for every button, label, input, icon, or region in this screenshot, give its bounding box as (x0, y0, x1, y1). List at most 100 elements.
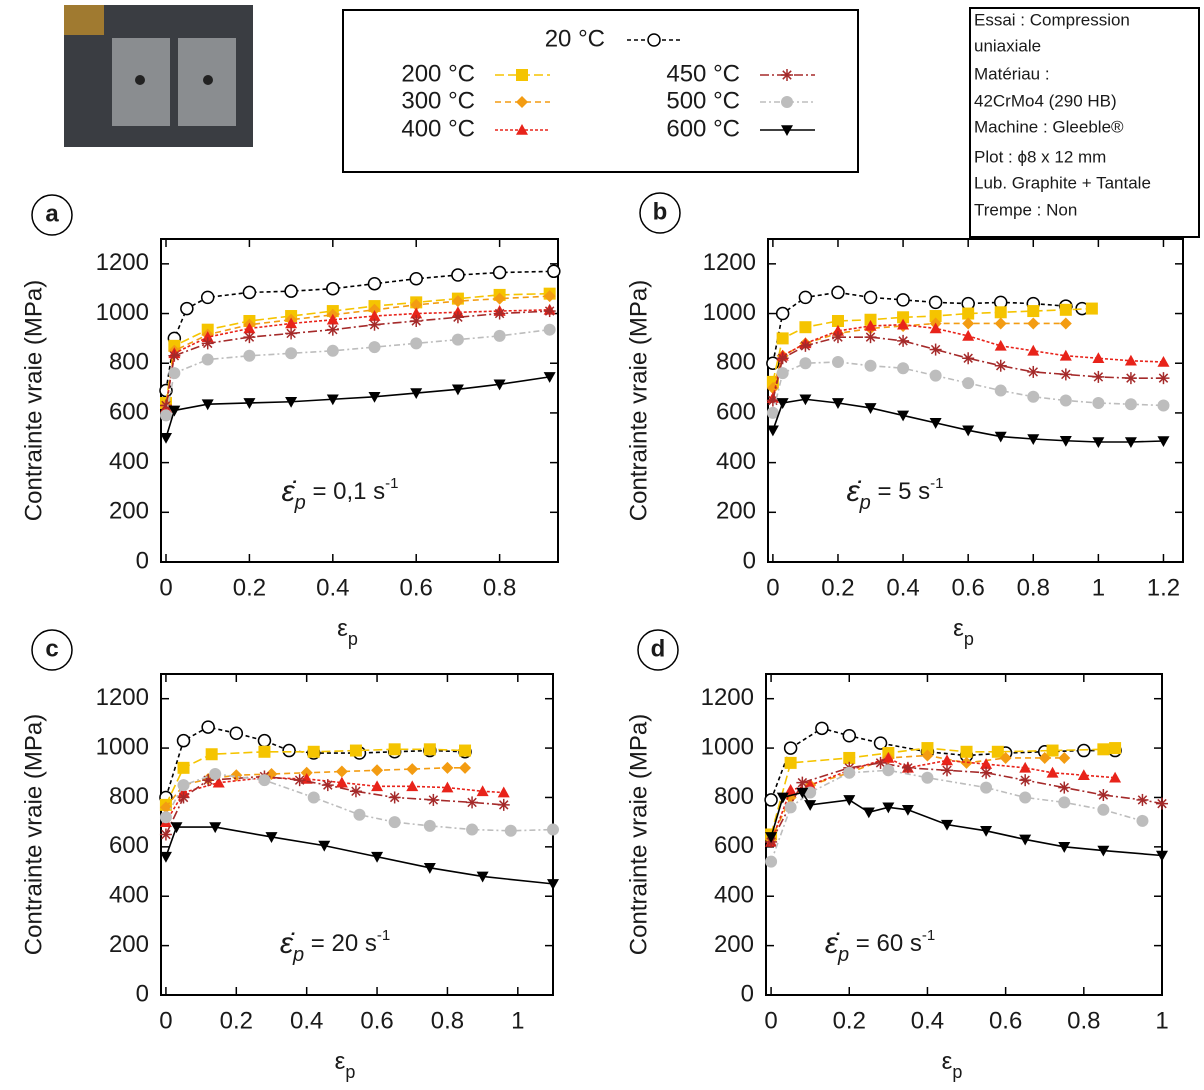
marker-shape (960, 756, 973, 769)
series-line (165, 776, 504, 823)
rate-subscript: p (294, 492, 306, 514)
marker-shape (406, 780, 419, 792)
rate-superscript: -1 (922, 927, 935, 944)
marker (1059, 394, 1072, 407)
x-tick-label: 0.2 (220, 1007, 253, 1034)
marker-shape (1028, 367, 1039, 377)
marker-shape (1038, 751, 1051, 764)
marker-shape (921, 742, 934, 755)
marker (882, 764, 895, 777)
marker-shape (326, 313, 339, 325)
marker-shape (428, 795, 439, 805)
marker-shape (1061, 369, 1071, 380)
marker (1136, 793, 1149, 806)
marker (929, 369, 942, 382)
marker-shape (1059, 435, 1072, 447)
marker (1038, 751, 1051, 764)
marker-shape (423, 819, 436, 832)
marker (160, 432, 173, 444)
marker (784, 784, 797, 795)
marker (285, 317, 298, 329)
marker-shape (244, 332, 255, 342)
marker-shape (842, 728, 857, 743)
marker (962, 377, 975, 390)
x-axis-label: εp (953, 615, 974, 648)
marker-shape (1157, 798, 1167, 809)
x-axis-label: εp (942, 1048, 963, 1081)
marker-shape (1092, 352, 1105, 364)
series-line (772, 336, 1164, 401)
marker-shape (1027, 344, 1040, 356)
marker-shape (882, 802, 895, 814)
marker (1157, 399, 1170, 412)
marker (960, 756, 973, 769)
rate-superscript: -1 (377, 927, 390, 944)
marker-shape (168, 405, 181, 417)
marker-shape (497, 786, 510, 798)
marker (326, 323, 339, 336)
marker (459, 744, 472, 757)
x-tick-label: 0.4 (911, 1007, 944, 1034)
marker-shape (1085, 302, 1098, 315)
marker (994, 384, 1007, 397)
y-tick-label: 1000 (703, 299, 756, 326)
marker-shape (784, 756, 797, 769)
marker (547, 264, 561, 279)
x-axis-label: εp (337, 615, 358, 648)
marker-shape (201, 331, 214, 342)
series-line (770, 762, 1163, 843)
marker (466, 823, 479, 836)
marker (543, 305, 556, 318)
y-axis-label: Contrainte vraie (MPa) (625, 714, 652, 955)
series-line (772, 398, 1164, 443)
marker (775, 306, 790, 321)
marker-shape (1093, 372, 1104, 382)
marker-shape (284, 284, 298, 298)
series-line (165, 826, 554, 885)
marker-shape (326, 281, 340, 296)
marker-shape (1019, 834, 1032, 846)
marker-shape (1019, 791, 1032, 804)
y-tick-label: 400 (109, 882, 149, 909)
marker (1077, 769, 1090, 781)
marker-shape (776, 398, 789, 409)
marker-shape (980, 781, 993, 794)
marker-shape (940, 754, 953, 766)
series-line (165, 309, 550, 409)
marker-shape (201, 399, 214, 411)
marker-shape (1046, 744, 1059, 757)
marker-shape (865, 332, 876, 342)
marker-shape (328, 324, 338, 335)
marker-shape (286, 328, 296, 339)
legend-box (342, 9, 859, 173)
marker-shape (804, 800, 817, 811)
marker (962, 317, 975, 330)
marker-shape (804, 779, 817, 790)
y-axis-label: Contrainte vraie (MPa) (625, 280, 652, 521)
series-line (770, 754, 1065, 840)
panel-label: b (653, 198, 668, 225)
marker-shape (493, 379, 506, 391)
marker (410, 337, 423, 350)
x-tick-label: 0 (764, 1007, 777, 1034)
series-line (165, 295, 550, 406)
marker (371, 780, 384, 792)
marker-shape (451, 333, 464, 346)
marker-shape (371, 780, 384, 792)
marker-shape (1158, 373, 1169, 383)
x-tick-label: 1 (1092, 574, 1105, 601)
marker-shape (388, 816, 401, 829)
marker (831, 331, 844, 344)
marker-shape (547, 823, 559, 836)
x-tick-label: 0.8 (1017, 574, 1050, 601)
info-line: Machine : Gleeble® (974, 117, 1124, 136)
rate-symbol: ε̇ (280, 927, 295, 960)
marker-shape (929, 369, 942, 382)
marker (406, 763, 419, 776)
marker (1097, 845, 1110, 857)
y-tick-label: 1200 (96, 684, 149, 711)
marker (451, 333, 464, 346)
marker-shape (1137, 795, 1148, 805)
marker (285, 327, 298, 340)
marker-shape (863, 290, 878, 305)
